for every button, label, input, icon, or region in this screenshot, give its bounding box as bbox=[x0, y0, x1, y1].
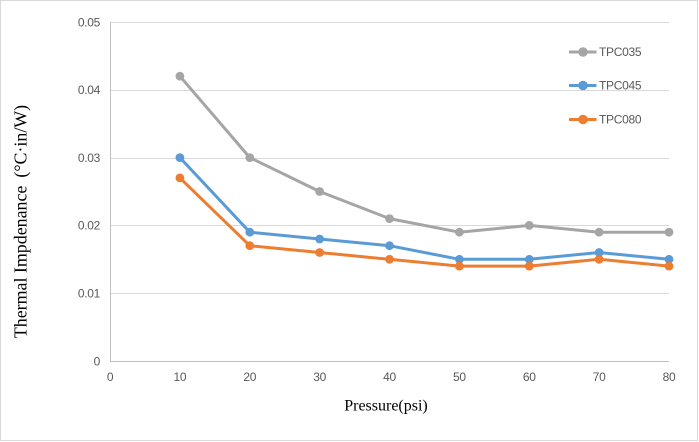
svg-text:0.02: 0.02 bbox=[78, 219, 101, 233]
svg-text:0.01: 0.01 bbox=[78, 287, 101, 301]
svg-text:TPC045: TPC045 bbox=[599, 79, 642, 93]
svg-text:0.05: 0.05 bbox=[78, 15, 101, 29]
svg-text:0.03: 0.03 bbox=[78, 151, 101, 165]
svg-text:50: 50 bbox=[453, 370, 466, 384]
svg-text:40: 40 bbox=[383, 370, 396, 384]
svg-text:TPC035: TPC035 bbox=[599, 45, 642, 59]
svg-text:0.04: 0.04 bbox=[78, 83, 101, 97]
svg-text:10: 10 bbox=[174, 370, 187, 384]
svg-text:30: 30 bbox=[313, 370, 326, 384]
svg-text:Thermal Impdenance (°C·in/W): Thermal Impdenance (°C·in/W) bbox=[11, 105, 32, 338]
svg-text:0: 0 bbox=[94, 354, 101, 368]
svg-text:20: 20 bbox=[243, 370, 256, 384]
svg-text:80: 80 bbox=[663, 370, 676, 384]
svg-text:0: 0 bbox=[107, 370, 114, 384]
svg-text:TPC080: TPC080 bbox=[599, 113, 642, 127]
svg-text:60: 60 bbox=[523, 370, 536, 384]
svg-text:Pressure(psi): Pressure(psi) bbox=[344, 398, 428, 415]
svg-text:70: 70 bbox=[593, 370, 606, 384]
